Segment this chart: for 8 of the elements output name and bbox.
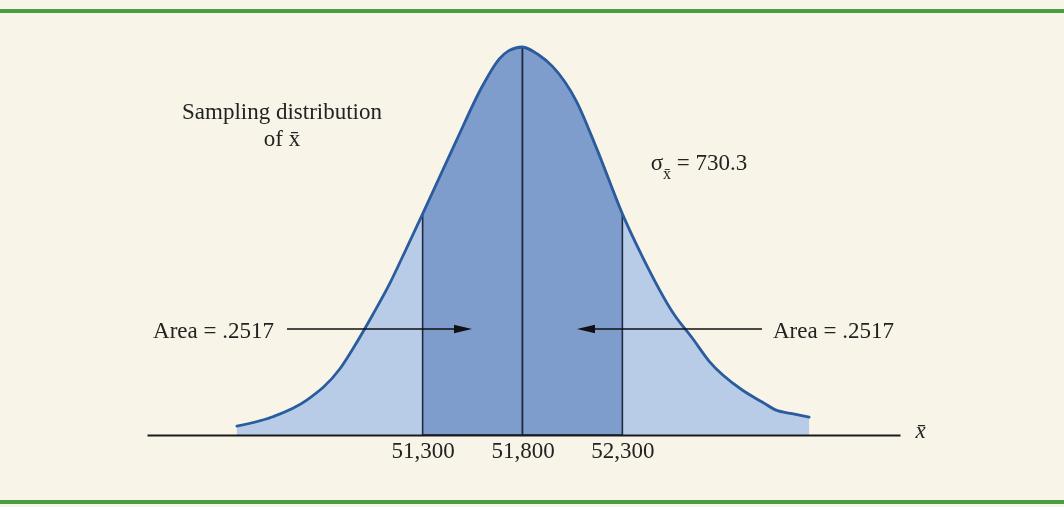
x-axis-title: x̄ [914,417,927,443]
x-tick-label: 52,300 [591,437,655,463]
x-tick-label: 51,800 [491,437,555,463]
annotation: Sampling distribution of x̄ [182,99,383,151]
annotation: Area = .2517 [773,318,894,343]
annotation: Area = .2517 [153,318,274,343]
x-tick-label: 51,300 [391,437,455,463]
annotation: σ$_{x̄}$ = 730.3 [650,150,748,182]
